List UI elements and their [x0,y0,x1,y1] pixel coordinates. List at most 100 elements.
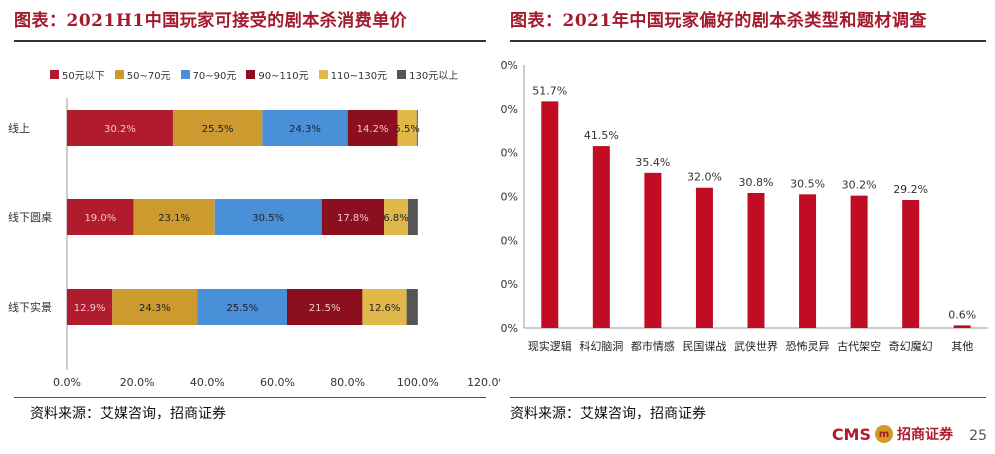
data-label: 12.6% [369,303,401,314]
category-label: 民国谍战 [682,340,726,353]
category-label: 线上 [8,121,30,135]
left-source-rule [14,397,486,398]
bar [850,195,868,328]
data-label: 35.4% [635,156,670,169]
data-label: 32.0% [687,171,722,184]
y-tick-label: 50.0% [500,103,518,116]
data-label: 30.5% [790,177,825,190]
stacked-bar-segment [397,110,417,146]
legend-item: 110~130元 [318,67,388,82]
stacked-bar-segment [321,199,385,235]
category-label: 都市情感 [631,339,675,353]
legend-swatch [180,70,190,79]
stacked-bar-segment [67,110,173,146]
left-chart-title: 图表：2021H1中国玩家可接受的剧本杀消费单价 [14,11,408,31]
legend-item: 130元以上 [397,67,458,82]
bar [953,325,971,328]
data-label: 6.8% [383,213,408,224]
data-label: 5.5% [394,124,419,135]
stacked-bar-segment [416,110,418,146]
category-label: 奇幻魔幻 [889,339,933,353]
stacked-bar-segment [408,199,418,235]
right-bar-chart: 0.0% 10.0% 20.0% 30.0% 40.0% 50.0% 60.0% 51.7% 现… [500,59,988,353]
stacked-bar-segment [133,199,215,235]
legend-item: 90~110元 [246,67,309,82]
stacked-bar-segment [406,289,418,325]
legend-label: 90~110元 [258,71,309,82]
data-label: 19.0% [84,213,116,224]
bar [902,200,920,328]
bar [799,194,817,328]
stacked-bar-segment [112,289,198,325]
legend-label: 70~90元 [192,71,237,82]
legend-label: 50~70元 [126,71,171,82]
coin-icon: m [875,425,893,443]
data-label: 0.6% [948,308,976,321]
y-tick-label: 40.0% [500,147,518,160]
data-label: 30.2% [842,179,877,192]
brand-name: 招商证券 [897,427,953,443]
right-chart-title: 图表：2021年中国玩家偏好的剧本杀类型和题材调查 [510,11,927,31]
y-tick-label: 30.0% [500,191,518,204]
data-label: 25.5% [202,124,234,135]
left-title-rule [14,40,486,42]
legend-swatch [246,70,256,79]
y-tick-label: 10.0% [500,278,518,291]
y-tick-label: 0.0% [500,322,518,335]
data-label: 24.3% [139,303,171,314]
category-label: 现实逻辑 [528,339,572,353]
bar [541,101,559,328]
data-label: 23.1% [158,213,190,224]
left-stacked-bar-chart: 线上 30.2% 25.5% 24.3% 14.2% 5.5% 线下圆桌 19.0% 23.1%… [8,98,500,389]
right-source-note: 资料来源：艾媒咨询，招商证券 [510,406,706,422]
stacked-bar-segment [197,289,287,325]
left-source-note: 资料来源：艾媒咨询，招商证券 [30,406,226,422]
x-tick-label: 80.0% [330,376,365,389]
data-label: 51.7% [532,84,567,97]
stacked-bar-segment [67,199,134,235]
bar [747,192,765,328]
legend-swatch [114,70,124,79]
legend-label: 50元以下 [62,71,105,82]
legend-label: 130元以上 [409,71,459,82]
x-tick-label: 60.0% [260,376,295,389]
x-tick-label: 120.0% [467,376,500,389]
page-number: 25 [969,428,987,444]
y-tick-label: 20.0% [500,234,518,247]
bar [592,146,610,328]
data-label: 14.2% [357,124,389,135]
data-label: 30.2% [104,124,136,135]
bar [644,172,662,328]
data-label: 29.2% [893,183,928,196]
y-tick-label: 60.0% [500,59,518,72]
x-tick-label: 0.0% [53,376,81,389]
right-source-rule [510,397,986,398]
stacked-bar-segment [362,289,407,325]
x-tick-label: 20.0% [120,376,155,389]
x-tick-label: 40.0% [190,376,225,389]
data-label: 12.9% [74,303,106,314]
category-label: 科幻脑洞 [579,339,623,353]
stacked-bar-segment [172,110,263,146]
data-label: 17.8% [337,213,369,224]
stacked-bar-segment [384,199,409,235]
data-label: 25.5% [226,303,258,314]
cms-logo-text: CMS [831,424,871,444]
legend-item: 50~70元 [114,67,171,82]
data-label: 30.5% [252,213,284,224]
right-title-rule [510,40,986,42]
legend-swatch [397,70,407,79]
left-legend: 50元以下 50~70元 70~90元 90~110元 110~130元 130元以上 [50,67,458,82]
x-tick-label: 100.0% [397,376,439,389]
category-label: 武侠世界 [734,340,778,353]
data-label: 41.5% [584,129,619,142]
stacked-bar-segment [286,289,363,325]
category-label: 古代架空 [837,339,881,353]
category-label: 线下实景 [8,300,52,314]
stacked-bar-segment [262,110,348,146]
data-label: 21.5% [309,303,341,314]
category-label: 其他 [951,340,973,353]
legend-label: 110~130元 [330,71,388,82]
legend-item: 50元以下 [50,67,105,82]
legend-swatch [50,70,59,79]
